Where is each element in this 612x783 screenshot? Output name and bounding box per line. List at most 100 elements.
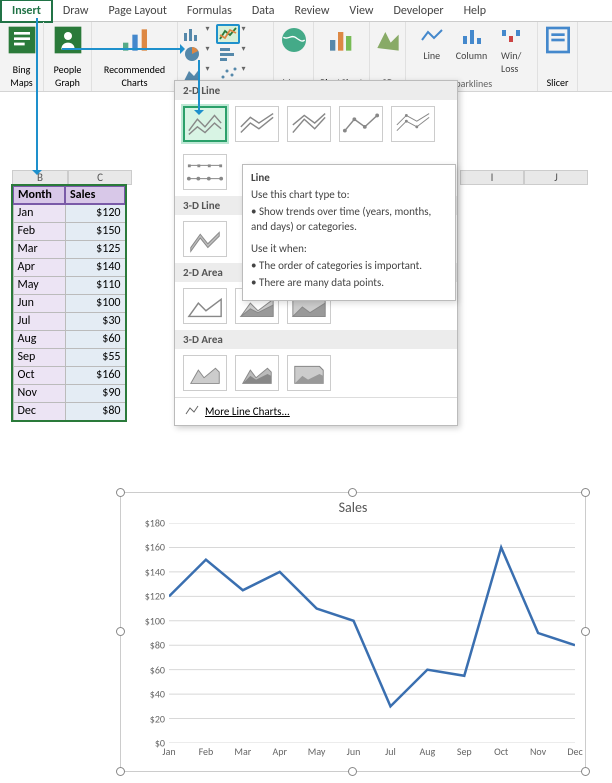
chevron-down-icon[interactable]: ▾ bbox=[242, 24, 250, 44]
line-chart-icon[interactable] bbox=[216, 24, 240, 44]
resize-handle[interactable] bbox=[116, 767, 125, 776]
y-axis-label: $140 bbox=[145, 565, 169, 578]
resize-handle[interactable] bbox=[116, 627, 125, 636]
table-row[interactable]: Jan$120 bbox=[13, 204, 125, 222]
chart-type-3d-stacked-area[interactable] bbox=[235, 355, 279, 391]
cell-sales[interactable]: $110 bbox=[65, 276, 125, 294]
chart-type-stacked-line[interactable] bbox=[235, 106, 279, 142]
chart-type-line[interactable] bbox=[183, 106, 227, 142]
x-axis-label: Dec bbox=[567, 743, 582, 758]
chevron-down-icon[interactable]: ▾ bbox=[206, 44, 214, 64]
header-sales[interactable]: Sales bbox=[65, 186, 125, 204]
resize-handle[interactable] bbox=[348, 767, 357, 776]
cell-month[interactable]: Jul bbox=[13, 312, 65, 330]
cell-sales[interactable]: $55 bbox=[65, 348, 125, 366]
chart-type-3d-area[interactable] bbox=[183, 355, 227, 391]
chart-type-100-line-markers[interactable] bbox=[183, 154, 227, 190]
y-axis-label: $160 bbox=[145, 541, 169, 554]
x-axis-label: Feb bbox=[199, 743, 214, 758]
cell-sales[interactable]: $90 bbox=[65, 384, 125, 402]
tab-page-layout[interactable]: Page Layout bbox=[98, 1, 176, 21]
data-table[interactable]: MonthSales Jan$120Feb$150Mar$125Apr$140M… bbox=[12, 185, 126, 421]
resize-handle[interactable] bbox=[581, 767, 590, 776]
resize-handle[interactable] bbox=[581, 627, 590, 636]
table-row[interactable]: Mar$125 bbox=[13, 240, 125, 258]
bing-maps-icon[interactable] bbox=[6, 24, 38, 56]
cell-month[interactable]: Mar bbox=[13, 240, 65, 258]
more-charts-icon bbox=[185, 404, 199, 419]
table-row[interactable]: Aug$60 bbox=[13, 330, 125, 348]
people-graph-icon[interactable] bbox=[52, 24, 84, 56]
cell-sales[interactable]: $160 bbox=[65, 366, 125, 384]
tab-view[interactable]: View bbox=[339, 1, 383, 21]
tab-insert[interactable]: Insert bbox=[0, 0, 53, 23]
cell-sales[interactable]: $150 bbox=[65, 222, 125, 240]
y-axis-label: $60 bbox=[150, 663, 169, 676]
cell-sales[interactable]: $120 bbox=[65, 204, 125, 222]
cell-month[interactable]: Dec bbox=[13, 402, 65, 420]
annotation-arrow bbox=[62, 48, 180, 50]
chart-type-100-stacked-line[interactable] bbox=[287, 106, 331, 142]
table-row[interactable]: Dec$80 bbox=[13, 402, 125, 420]
cell-sales[interactable]: $60 bbox=[65, 330, 125, 348]
column-header-c[interactable]: C bbox=[68, 170, 132, 185]
chart-type-3d-100-area[interactable] bbox=[287, 355, 331, 391]
cell-month[interactable]: Jun bbox=[13, 294, 65, 312]
table-row[interactable]: Oct$160 bbox=[13, 366, 125, 384]
column-header-j[interactable]: J bbox=[524, 170, 588, 185]
table-row[interactable]: Jul$30 bbox=[13, 312, 125, 330]
cell-month[interactable]: Aug bbox=[13, 330, 65, 348]
cell-month[interactable]: Jan bbox=[13, 204, 65, 222]
more-line-charts[interactable]: More Line Charts... bbox=[175, 397, 457, 425]
tab-formulas[interactable]: Formulas bbox=[177, 1, 242, 21]
sparkline-column-button[interactable]: Column bbox=[450, 24, 493, 77]
chart-type-line-markers[interactable] bbox=[339, 106, 383, 142]
sparkline-winloss-button[interactable]: Win/ Loss bbox=[493, 24, 529, 77]
cell-month[interactable]: Feb bbox=[13, 222, 65, 240]
annotation-arrow bbox=[198, 60, 200, 110]
table-row[interactable]: Nov$90 bbox=[13, 384, 125, 402]
cell-month[interactable]: Nov bbox=[13, 384, 65, 402]
cell-sales[interactable]: $30 bbox=[65, 312, 125, 330]
resize-handle[interactable] bbox=[116, 488, 125, 497]
table-row[interactable]: May$110 bbox=[13, 276, 125, 294]
sparkline-line-button[interactable]: Line bbox=[414, 24, 450, 77]
column-chart-icon[interactable] bbox=[180, 24, 204, 44]
bar-chart-icon[interactable] bbox=[216, 44, 240, 64]
embedded-chart[interactable]: Sales $0$20$40$60$80$100$120$140$160$180… bbox=[120, 492, 586, 772]
cell-month[interactable]: May bbox=[13, 276, 65, 294]
chevron-down-icon[interactable]: ▾ bbox=[242, 44, 250, 64]
table-row[interactable]: Sep$55 bbox=[13, 348, 125, 366]
cell-sales[interactable]: $80 bbox=[65, 402, 125, 420]
tab-help[interactable]: Help bbox=[454, 1, 497, 21]
chart-plot-area[interactable]: $0$20$40$60$80$100$120$140$160$180JanFeb… bbox=[169, 523, 575, 743]
cell-sales[interactable]: $140 bbox=[65, 258, 125, 276]
cell-sales[interactable]: $125 bbox=[65, 240, 125, 258]
table-row[interactable]: Jun$100 bbox=[13, 294, 125, 312]
header-month[interactable]: Month bbox=[13, 186, 65, 204]
tab-draw[interactable]: Draw bbox=[53, 1, 99, 21]
y-axis-label: $100 bbox=[145, 614, 169, 627]
resize-handle[interactable] bbox=[581, 488, 590, 497]
chart-type-stacked-line-markers[interactable] bbox=[391, 106, 435, 142]
cell-month[interactable]: Oct bbox=[13, 366, 65, 384]
chart-type-area[interactable] bbox=[183, 288, 227, 324]
table-row[interactable]: Feb$150 bbox=[13, 222, 125, 240]
resize-handle[interactable] bbox=[348, 488, 357, 497]
pivotchart-icon[interactable] bbox=[326, 24, 358, 56]
tab-data[interactable]: Data bbox=[242, 1, 285, 21]
sparkline-winloss-icon bbox=[499, 26, 523, 49]
cell-month[interactable]: Sep bbox=[13, 348, 65, 366]
chart-type-3d-line[interactable] bbox=[183, 221, 227, 257]
tab-review[interactable]: Review bbox=[285, 1, 340, 21]
maps-icon[interactable] bbox=[278, 24, 310, 56]
3d-map-icon[interactable] bbox=[372, 24, 404, 56]
recommended-charts-icon[interactable] bbox=[119, 24, 151, 56]
cell-month[interactable]: Apr bbox=[13, 258, 65, 276]
column-header-i[interactable]: I bbox=[460, 170, 524, 185]
table-row[interactable]: Apr$140 bbox=[13, 258, 125, 276]
slicer-icon[interactable] bbox=[542, 24, 574, 56]
cell-sales[interactable]: $100 bbox=[65, 294, 125, 312]
chevron-down-icon[interactable]: ▾ bbox=[206, 24, 214, 44]
tab-developer[interactable]: Developer bbox=[383, 1, 453, 21]
